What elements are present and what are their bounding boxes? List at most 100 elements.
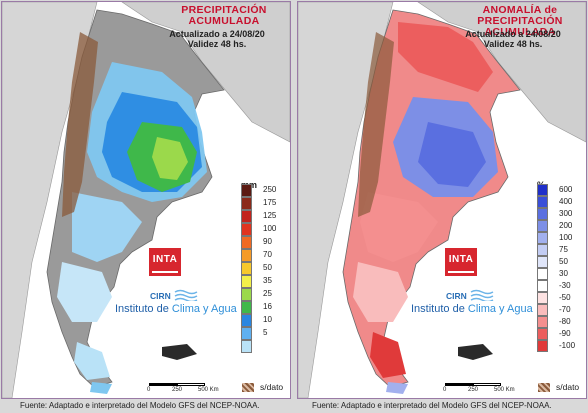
legend-label: 5 <box>263 328 268 337</box>
scale-label-0: 0 <box>443 387 447 393</box>
legend-swatch <box>537 280 548 292</box>
legend-label: 35 <box>263 276 272 285</box>
validity-text: Validez 48 hs. <box>187 39 247 49</box>
legend-entry: 30 <box>537 268 586 281</box>
legend-entry: 200 <box>537 220 586 233</box>
scale-label-250: 250 <box>172 387 183 393</box>
legend-label: -70 <box>559 305 571 314</box>
legend-swatch <box>241 184 252 197</box>
legend-swatch <box>241 301 252 314</box>
legend-label: 70 <box>263 250 272 259</box>
legend-swatch <box>537 184 548 196</box>
scale-label-0: 0 <box>147 387 151 393</box>
legend-label: 50 <box>559 257 568 266</box>
updated-text: Actualizado a 24/08/20 <box>169 29 265 39</box>
legend-swatch <box>241 327 252 340</box>
source-footer-right: Fuente: Adaptado e interpretado del Mode… <box>312 401 552 410</box>
title-line-2: PRECIPITACIÓN ACUMULADA <box>477 15 563 38</box>
legend-label: 30 <box>559 269 568 278</box>
legend-label: 175 <box>263 198 277 207</box>
legend-swatch <box>537 232 548 244</box>
title-line-2: ACUMULADA <box>188 15 260 27</box>
legend-swatch <box>241 197 252 210</box>
legend-label: 16 <box>263 302 272 311</box>
cirn-wave-icon <box>470 289 494 301</box>
legend-label: 100 <box>263 224 277 233</box>
institute-name: Instituto de Clima y Agua <box>411 303 533 315</box>
precipitation-map-panel: PRECIPITACIÓN ACUMULADA Actualizado a 24… <box>1 1 291 399</box>
legend-label: -90 <box>559 329 571 338</box>
legend-swatch <box>537 304 548 316</box>
legend-entry: 50 <box>241 262 290 275</box>
legend-entry: 5 <box>241 327 290 340</box>
legend-entry: -70 <box>537 304 586 317</box>
scale-label-500: 500 Km <box>494 387 515 393</box>
legend-swatch <box>241 223 252 236</box>
anomaly-map-panel: ANOMALÍA de PRECIPITACIÓN ACUMULADA Actu… <box>297 1 587 399</box>
legend-label: 125 <box>263 211 277 220</box>
legend-swatch <box>537 220 548 232</box>
legend-entry: 250 <box>241 184 290 197</box>
inta-logo-text: INTA <box>448 254 474 265</box>
legend-entry: 75 <box>537 244 586 257</box>
legend-entry: 16 <box>241 301 290 314</box>
legend-label: 200 <box>559 221 573 230</box>
legend-swatch <box>537 268 548 280</box>
scale-label-250: 250 <box>468 387 479 393</box>
nodata-label: s/dato <box>260 382 284 392</box>
legend-entry: 600 <box>537 184 586 197</box>
map-subtitle: Actualizado a 24/08/20 Validez 48 hs. <box>152 29 282 49</box>
legend-label: 10 <box>263 315 272 324</box>
nodata-swatch <box>538 383 550 392</box>
legend-swatch <box>241 288 252 301</box>
legend-entry: 300 <box>537 208 586 221</box>
scale-bar-graphic <box>149 383 205 386</box>
institute-name: Instituto de Clima y Agua <box>115 303 237 315</box>
legend-entry: 50 <box>537 256 586 269</box>
institute-highlight: Clima y Agua <box>467 303 533 315</box>
cirn-label: CIRN <box>446 291 467 301</box>
legend-label: 90 <box>263 237 272 246</box>
legend-label: -30 <box>559 281 571 290</box>
inta-logo-text: INTA <box>152 254 178 265</box>
legend-label: 25 <box>263 289 272 298</box>
legend-swatch <box>537 340 548 352</box>
legend-entry: 25 <box>241 288 290 301</box>
legend-entry: -80 <box>537 316 586 329</box>
legend-entry: -100 <box>537 340 586 353</box>
legend-entry: -50 <box>537 292 586 305</box>
validity-text: Validez 48 hs. <box>483 39 543 49</box>
scale-bar-graphic <box>445 383 501 386</box>
legend-swatch <box>241 249 252 262</box>
legend-swatch <box>241 262 252 275</box>
nodata-label: s/dato <box>556 382 580 392</box>
legend-entry: 35 <box>241 275 290 288</box>
legend-entry: 10 <box>241 314 290 327</box>
legend-entry: -90 <box>537 328 586 341</box>
map-title: PRECIPITACIÓN ACUMULADA <box>164 5 284 27</box>
legend-swatch <box>537 208 548 220</box>
inta-logo: INTA <box>444 247 478 277</box>
title-line-1: PRECIPITACIÓN <box>181 4 267 16</box>
legend-entry: 125 <box>241 210 290 223</box>
legend-label: 75 <box>559 245 568 254</box>
legend-entry: 90 <box>241 236 290 249</box>
map-title: ANOMALÍA de PRECIPITACIÓN ACUMULADA <box>460 5 580 38</box>
legend-entry <box>241 340 290 353</box>
legend-swatch <box>241 236 252 249</box>
scale-label-500: 500 Km <box>198 387 219 393</box>
map-subtitle: Actualizado a 24/08/20 Validez 48 hs. <box>448 29 578 49</box>
legend-swatch <box>241 340 252 353</box>
inta-logo: INTA <box>148 247 182 277</box>
legend-label: 100 <box>559 233 573 242</box>
institute-prefix: Instituto de <box>411 303 468 315</box>
legend-swatch <box>537 244 548 256</box>
scale-bar: 0 250 500 Km <box>147 383 229 397</box>
legend-swatch <box>241 210 252 223</box>
legend-entry: 400 <box>537 196 586 209</box>
legend-entry: 100 <box>241 223 290 236</box>
scale-bar: 0 250 500 Km <box>443 383 525 397</box>
legend-label: 400 <box>559 197 573 206</box>
legend-swatch <box>241 275 252 288</box>
legend-entry: 70 <box>241 249 290 262</box>
